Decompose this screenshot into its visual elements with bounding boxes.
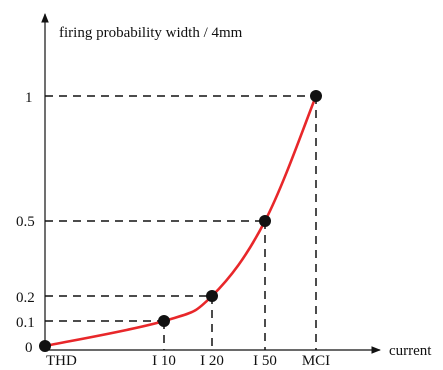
data-point-1	[158, 315, 170, 327]
data-point-2	[206, 290, 218, 302]
y-tick-label-3: 0.5	[16, 214, 35, 230]
data-point-3	[259, 215, 271, 227]
y-tick-label-2: 0.2	[16, 290, 35, 306]
series-line	[43, 94, 318, 348]
y-axis-label: firing probability width / 4mm	[59, 25, 243, 41]
x-tick-label-1: I 10	[152, 353, 176, 365]
y-tick-label-4: 1	[25, 90, 33, 106]
x-tick-label-2: I 20	[200, 353, 224, 365]
data-point-0	[39, 340, 51, 352]
x-axis-label: current	[389, 343, 432, 359]
y-tick-label-0: 0	[25, 340, 33, 356]
y-tick-label-1: 0.1	[16, 315, 35, 331]
data-point-4	[310, 90, 322, 102]
x-tick-label-0: THD	[46, 353, 77, 365]
x-tick-label-4: MCI	[302, 353, 330, 365]
x-tick-label-3: I 50	[253, 353, 277, 365]
